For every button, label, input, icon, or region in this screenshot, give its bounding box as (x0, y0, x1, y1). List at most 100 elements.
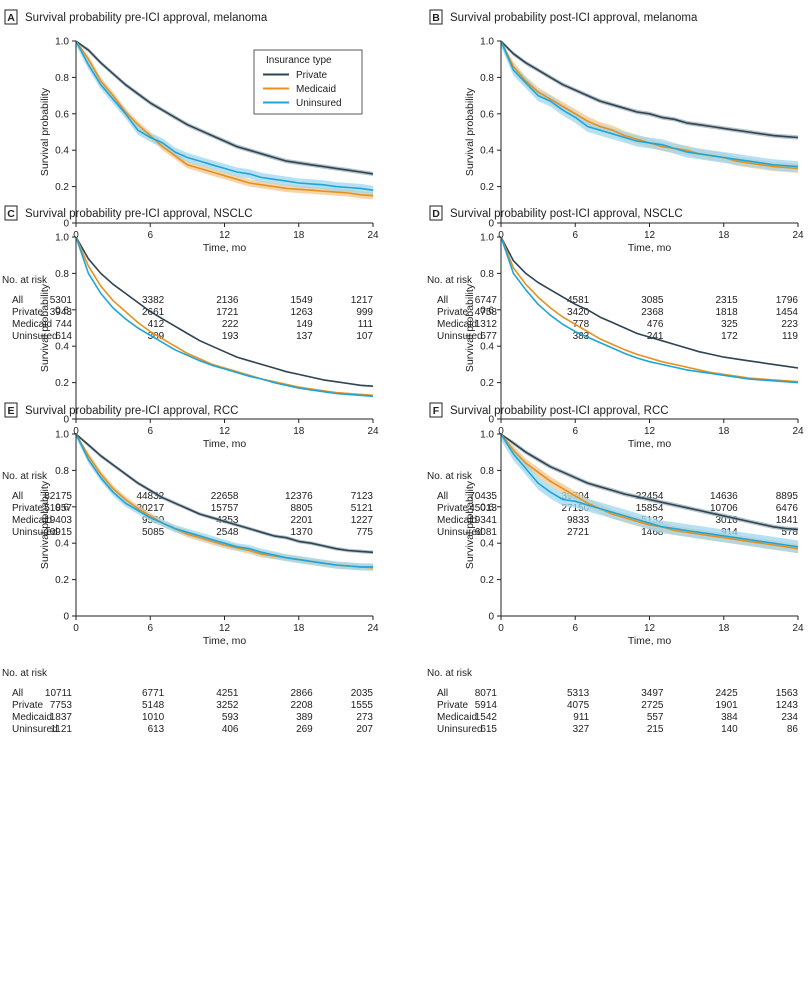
risk-value: 412 (148, 319, 165, 330)
risk-value: 2208 (291, 700, 314, 711)
series-line-private (500, 236, 799, 369)
risk-value: 2035 (351, 688, 374, 699)
risk-row-label: All (12, 295, 23, 306)
chart-title: Survival probability pre-ICI approval, m… (25, 12, 268, 24)
y-tick-label: 0.8 (480, 269, 494, 280)
risk-value: 3497 (641, 688, 664, 699)
x-axis-label: Time, mo (203, 242, 247, 254)
risk-value: 999 (356, 307, 373, 318)
risk-value: 5085 (142, 527, 165, 538)
risk-value: 15757 (211, 503, 239, 514)
risk-value: 1121 (50, 724, 72, 735)
risk-table: No. at riskAll704353970422454146368895Pr… (427, 471, 798, 538)
risk-row-label: Uninsured (437, 331, 483, 342)
x-tick-label: 0 (498, 230, 504, 241)
x-tick-label: 18 (293, 230, 305, 241)
risk-value: 14636 (710, 491, 738, 502)
y-tick-label: 1.0 (480, 430, 494, 441)
risk-value: 234 (781, 712, 798, 723)
risk-value: 6747 (475, 295, 498, 306)
series-line-private (75, 433, 374, 554)
panel-label-box (4, 402, 18, 418)
x-tick-label: 18 (718, 230, 730, 241)
series-line-private (500, 40, 799, 139)
series-line-private (75, 236, 374, 387)
risk-row-label: Private (12, 503, 44, 514)
risk-value: 1263 (291, 307, 314, 318)
y-tick-label: 0 (63, 219, 69, 230)
risk-value: 744 (55, 319, 72, 330)
legend-item-private: Private (296, 70, 328, 81)
risk-value: 578 (781, 527, 798, 538)
risk-row-label: Uninsured (437, 724, 483, 735)
x-tick-label: 24 (367, 623, 379, 634)
risk-row-label: Medicaid (437, 319, 477, 330)
risk-value: 6081 (475, 527, 498, 538)
risk-value: 775 (356, 527, 373, 538)
risk-value: 27150 (561, 503, 589, 514)
risk-row-label: Medicaid (12, 515, 52, 526)
risk-value: 383 (573, 331, 590, 342)
risk-row-label: All (437, 295, 448, 306)
risk-value: 4251 (216, 688, 239, 699)
risk-value: 15854 (636, 503, 664, 514)
risk-value: 6476 (776, 503, 799, 514)
risk-table-heading: No. at risk (427, 668, 473, 679)
y-tick-label: 0.4 (55, 146, 69, 157)
risk-value: 389 (296, 712, 313, 723)
risk-value: 384 (721, 712, 738, 723)
panel-label-box (429, 205, 443, 221)
risk-value: 1312 (475, 319, 498, 330)
risk-value: 2725 (641, 700, 664, 711)
x-tick-label: 12 (219, 623, 231, 634)
x-tick-label: 6 (147, 623, 153, 634)
risk-value: 137 (296, 331, 313, 342)
risk-value: 593 (222, 712, 239, 723)
risk-value: 2425 (716, 688, 739, 699)
x-tick-label: 24 (367, 230, 379, 241)
risk-row-label: All (12, 688, 23, 699)
x-tick-label: 0 (73, 426, 79, 437)
x-tick-label: 0 (498, 623, 504, 634)
risk-row-label: Medicaid (12, 712, 52, 723)
risk-value: 8895 (776, 491, 799, 502)
risk-value: 1796 (776, 295, 799, 306)
ci-band-medicaid (76, 41, 373, 200)
y-tick-label: 0.4 (480, 146, 494, 157)
series-line-uninsured (500, 236, 799, 384)
risk-value: 5313 (567, 688, 590, 699)
risk-value: 1370 (291, 527, 314, 538)
risk-value: 1901 (716, 700, 739, 711)
risk-value: 140 (721, 724, 738, 735)
ci-band-private (501, 41, 798, 140)
risk-value: 19341 (469, 515, 497, 526)
series-line-uninsured (75, 40, 374, 191)
x-axis-label: Time, mo (628, 242, 672, 254)
x-tick-label: 6 (147, 426, 153, 437)
risk-value: 3943 (50, 307, 73, 318)
y-tick-label: 0.2 (480, 575, 494, 586)
legend-item-uninsured: Uninsured (296, 98, 342, 109)
risk-value: 1010 (142, 712, 165, 723)
risk-value: 119 (782, 331, 798, 342)
risk-row-label: Medicaid (437, 515, 477, 526)
risk-value: 70435 (469, 491, 497, 502)
risk-row-label: All (437, 688, 448, 699)
risk-value: 8805 (291, 503, 314, 514)
risk-row-label: All (437, 491, 448, 502)
series-line-medicaid (500, 40, 799, 170)
risk-value: 2866 (291, 688, 314, 699)
y-tick-label: 0.2 (55, 378, 69, 389)
x-tick-label: 12 (644, 230, 656, 241)
risk-table-heading: No. at risk (2, 275, 48, 286)
risk-row-label: Private (12, 700, 44, 711)
risk-value: 107 (356, 331, 373, 342)
risk-value: 10915 (44, 527, 72, 538)
y-tick-label: 0.8 (480, 73, 494, 84)
risk-value: 241 (647, 331, 664, 342)
risk-table-heading: No. at risk (2, 471, 48, 482)
y-tick-label: 0 (488, 219, 494, 230)
x-axis-label: Time, mo (203, 635, 247, 647)
risk-value: 111 (358, 319, 374, 330)
risk-table: No. at risk All 82175 44832 22658 12376 7123 Pr… (2, 471, 373, 538)
